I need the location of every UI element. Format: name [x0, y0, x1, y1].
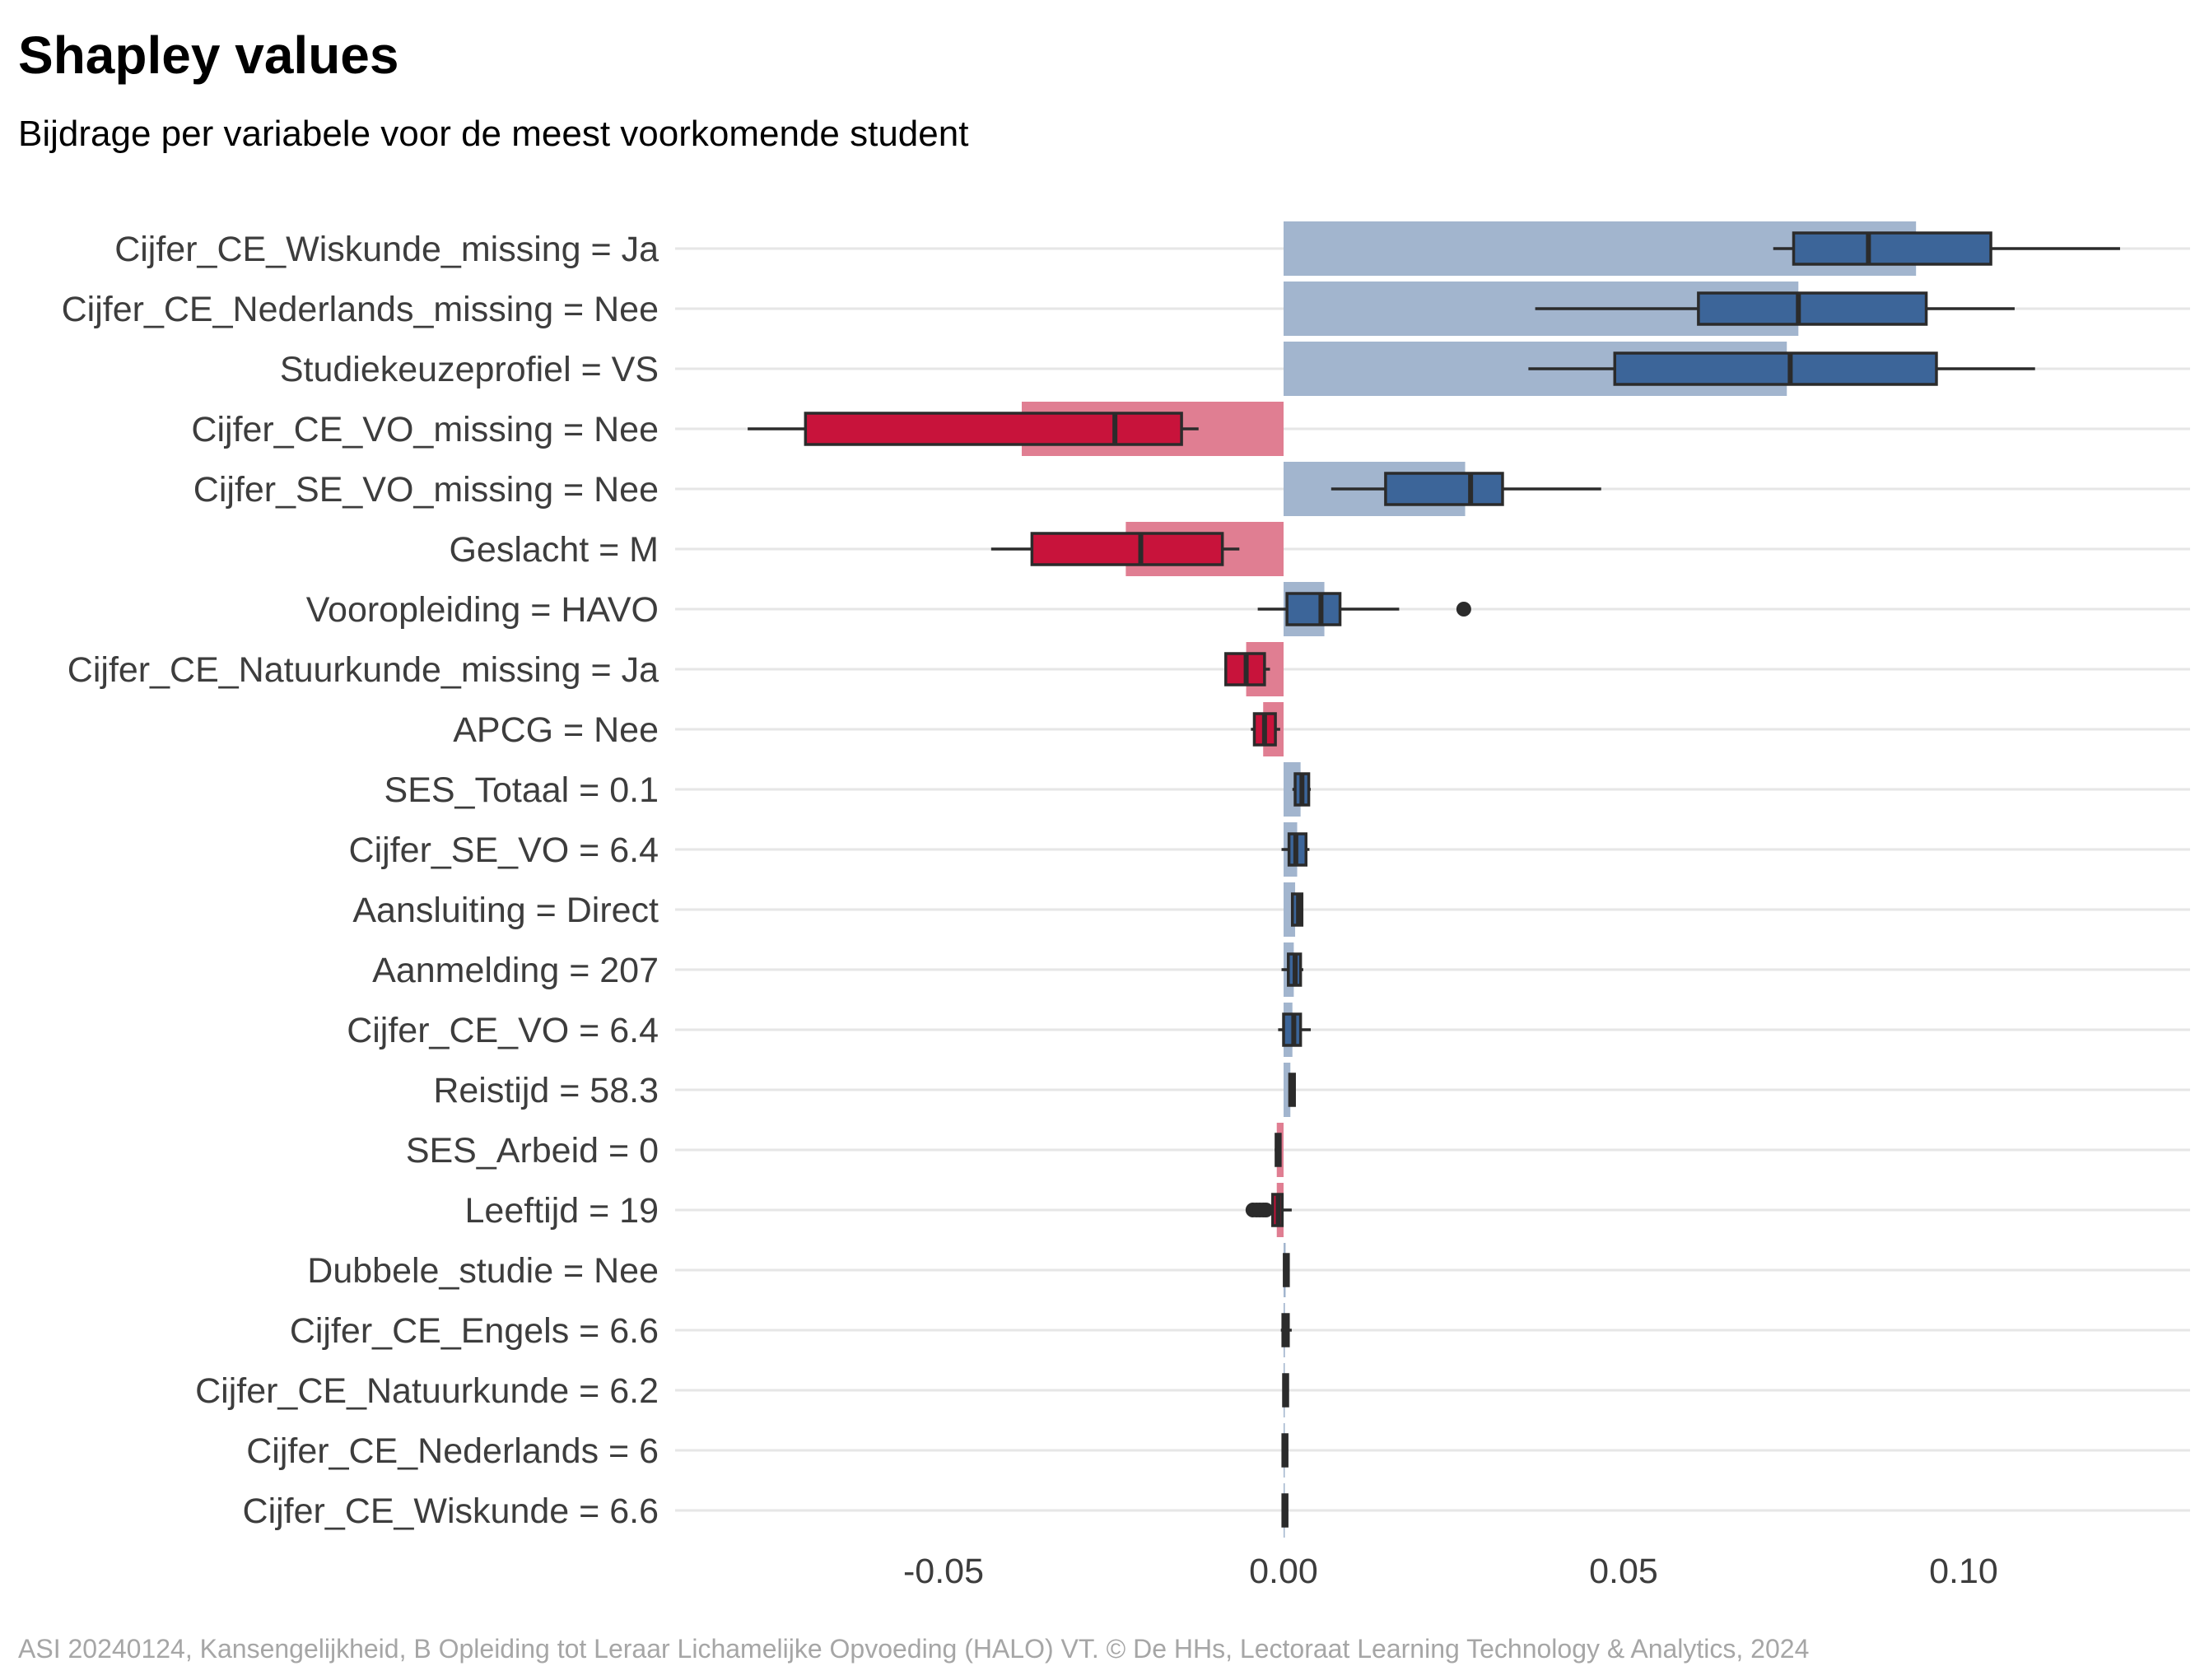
- feature-label-11: Aansluiting = Direct: [352, 891, 659, 930]
- box-iqr-6: [1285, 592, 1342, 626]
- boxplot-14: [1288, 1073, 1296, 1107]
- feature-label-5: Geslacht = M: [449, 530, 659, 570]
- boxplot-15: [1275, 1133, 1282, 1167]
- feature-label-17: Dubbele_studie = Nee: [307, 1251, 659, 1291]
- boxplot-17: [1283, 1253, 1290, 1287]
- feature-label-8: APCG = Nee: [453, 710, 659, 750]
- outlier-16-4: [1258, 1203, 1274, 1217]
- feature-label-6: Vooropleiding = HAVO: [306, 590, 659, 630]
- boxplot-5: [990, 532, 1240, 566]
- feature-label-14: Reistijd = 58.3: [433, 1071, 659, 1110]
- box-iqr-3: [804, 412, 1183, 446]
- boxplot-18: [1280, 1313, 1292, 1347]
- boxplot-7: [1224, 652, 1270, 686]
- x-tick-label-0: -0.05: [903, 1552, 984, 1591]
- chart-caption: ASI 20240124, Kansengelijkheid, B Opleid…: [18, 1634, 1810, 1664]
- box-iqr-5: [1030, 532, 1224, 566]
- x-tick-label-1: 0.00: [1249, 1552, 1318, 1591]
- boxplot-3: [748, 412, 1199, 446]
- boxplot-4: [1331, 472, 1601, 506]
- chart-subtitle: Bijdrage per variabele voor de meest voo…: [18, 114, 969, 154]
- feature-label-4: Cijfer_SE_VO_missing = Nee: [193, 470, 659, 510]
- boxplot-1: [1535, 291, 2015, 326]
- feature-label-0: Cijfer_CE_Wiskunde_missing = Ja: [114, 230, 659, 269]
- boxplot-21: [1281, 1493, 1289, 1528]
- feature-label-7: Cijfer_CE_Natuurkunde_missing = Ja: [68, 650, 659, 690]
- feature-label-2: Studiekeuzeprofiel = VS: [280, 350, 659, 389]
- boxplot-0: [1773, 231, 2120, 266]
- grid-layer: [675, 247, 2190, 1512]
- shap-bar-14: [1284, 1063, 1291, 1117]
- feature-label-12: Aanmelding = 207: [372, 951, 659, 990]
- box-iqr-2: [1613, 351, 1938, 386]
- feature-label-18: Cijfer_CE_Engels = 6.6: [290, 1311, 659, 1351]
- x-axis-labels: -0.05 0.00 0.05 0.10: [903, 1552, 1998, 1591]
- y-axis-labels: Cijfer_CE_Wiskunde_missing = Ja Cijfer_CE…: [62, 230, 659, 1531]
- feature-label-21: Cijfer_CE_Wiskunde = 6.6: [243, 1492, 659, 1531]
- boxplot-11: [1290, 892, 1304, 927]
- feature-label-13: Cijfer_CE_VO = 6.4: [347, 1011, 659, 1050]
- boxplot-12: [1281, 952, 1303, 987]
- x-tick-label-2: 0.05: [1589, 1552, 1658, 1591]
- feature-label-10: Cijfer_SE_VO = 6.4: [349, 831, 659, 870]
- x-tick-label-3: 0.10: [1929, 1552, 1998, 1591]
- feature-label-1: Cijfer_CE_Nederlands_missing = Nee: [62, 290, 659, 329]
- boxplot-9: [1292, 772, 1312, 807]
- boxplot-6: [1257, 592, 1471, 626]
- feature-label-20: Cijfer_CE_Nederlands = 6: [246, 1431, 659, 1471]
- boxplot-10: [1281, 832, 1310, 867]
- feature-label-16: Leeftijd = 19: [465, 1191, 659, 1231]
- box-layer: [748, 231, 2120, 1528]
- boxplot-16: [1245, 1193, 1292, 1227]
- boxplot-8: [1251, 712, 1280, 747]
- feature-label-15: SES_Arbeid = 0: [406, 1131, 659, 1170]
- boxplot-13: [1278, 1012, 1312, 1047]
- outlier-6-0: [1456, 602, 1471, 617]
- feature-label-3: Cijfer_CE_VO_missing = Nee: [191, 410, 659, 449]
- boxplot-2: [1528, 351, 2035, 386]
- box-iqr-0: [1792, 231, 1992, 266]
- boxplot-19: [1282, 1373, 1289, 1408]
- box-iqr-1: [1697, 291, 1928, 326]
- feature-label-19: Cijfer_CE_Natuurkunde = 6.2: [195, 1371, 659, 1411]
- box-iqr-4: [1384, 472, 1504, 506]
- boxplot-20: [1281, 1433, 1289, 1468]
- chart-title: Shapley values: [18, 26, 399, 85]
- feature-label-9: SES_Totaal = 0.1: [384, 770, 659, 810]
